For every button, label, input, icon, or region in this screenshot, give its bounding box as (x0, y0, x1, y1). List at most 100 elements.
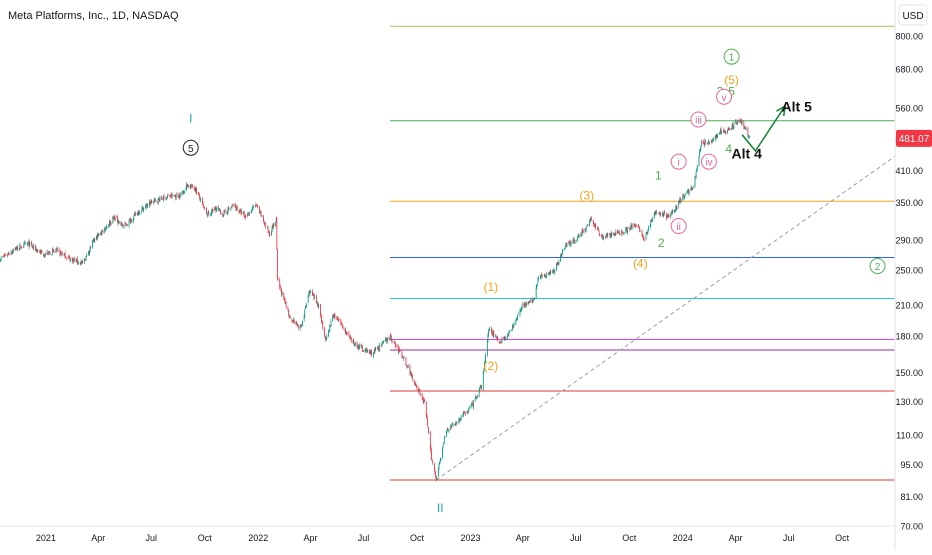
candle-body (300, 327, 301, 329)
candle-body (475, 399, 476, 400)
candle-body (191, 186, 192, 187)
candle-body (567, 244, 568, 246)
candle-body (488, 331, 489, 335)
candle-body (217, 208, 218, 209)
candle-body (223, 215, 224, 216)
candle-body (404, 357, 405, 358)
candle-body (663, 213, 664, 216)
candle-body (199, 195, 200, 198)
price-tick-label: 95.00 (900, 460, 923, 470)
candle-body (340, 319, 341, 323)
candle-body (668, 214, 669, 218)
candle-body (57, 248, 58, 249)
candle-body (245, 215, 246, 218)
candle-body (522, 304, 523, 309)
price-tick-label: 560.00 (895, 103, 923, 113)
candle-body (455, 424, 456, 425)
candle-body (230, 208, 231, 210)
candle-body (537, 283, 538, 284)
time-tick-label: 2024 (673, 533, 693, 543)
candle-body (582, 230, 583, 235)
candle-body (180, 194, 181, 197)
candle-body (196, 188, 197, 193)
candle-body (176, 194, 177, 198)
candle-body (700, 150, 701, 153)
candle-body (546, 277, 547, 278)
candle-body (178, 193, 179, 196)
candle-body (373, 353, 374, 356)
candle-body (74, 259, 75, 260)
time-tick-label: Jul (145, 533, 157, 543)
candle-body (684, 196, 685, 199)
candle-body (724, 129, 725, 131)
candle-body (476, 396, 477, 397)
candle-body (444, 438, 445, 443)
candle-body (697, 165, 698, 169)
candle-body (53, 249, 54, 250)
candle-body (707, 142, 708, 143)
candle-body (468, 409, 469, 411)
candle-body (355, 343, 356, 346)
candle-body (0, 260, 1, 261)
candle-body (276, 218, 277, 250)
candle-body (383, 341, 384, 342)
candle-body (37, 249, 38, 251)
candle-body (274, 223, 275, 225)
candle-body (471, 403, 472, 405)
candle-body (164, 195, 165, 196)
candle-body (658, 213, 659, 214)
candle-body (249, 215, 250, 216)
candle-body (223, 211, 224, 214)
candle-body (693, 188, 694, 189)
candle-body (611, 234, 612, 236)
candle-body (321, 314, 322, 316)
candle-body (280, 287, 281, 288)
trend-line (436, 156, 895, 480)
candle-body (1, 257, 2, 260)
candle-body (526, 302, 527, 306)
candle-body (62, 253, 63, 255)
candle-body (530, 300, 531, 302)
candle-body (672, 211, 673, 212)
candle-body (424, 400, 425, 402)
candle-body (436, 477, 437, 480)
candle-body (108, 225, 109, 226)
candle-body (203, 202, 204, 204)
candle-body (593, 223, 594, 226)
candle-body (703, 141, 704, 143)
candle-body (300, 326, 301, 327)
candle-body (389, 338, 390, 341)
candle-body (501, 338, 502, 343)
candle-body (689, 191, 690, 194)
time-tick-label: Oct (198, 533, 213, 543)
candle-body (652, 219, 653, 221)
candle-body (394, 343, 395, 344)
candle-body (719, 134, 720, 135)
candle-body (346, 331, 347, 333)
candle-body (322, 324, 323, 328)
candle-body (577, 239, 578, 240)
candle-body (749, 137, 750, 138)
candle-body (442, 448, 443, 458)
candle-body (50, 252, 51, 255)
time-tick-label: Apr (516, 533, 530, 543)
candle-body (717, 134, 718, 138)
candle-body (226, 211, 227, 212)
wave-label: i (678, 158, 680, 169)
candle-body (479, 388, 480, 390)
time-tick-label: Apr (91, 533, 105, 543)
candle-body (438, 469, 439, 477)
candle-body (233, 205, 234, 206)
candle-body (147, 205, 148, 206)
time-tick-label: 2023 (460, 533, 480, 543)
candle-body (469, 407, 470, 408)
candle-body (699, 157, 700, 166)
candle-body (20, 244, 21, 245)
candle-body (561, 254, 562, 256)
candle-body (94, 239, 95, 241)
candle-body (329, 331, 330, 332)
candle-body (101, 231, 102, 234)
